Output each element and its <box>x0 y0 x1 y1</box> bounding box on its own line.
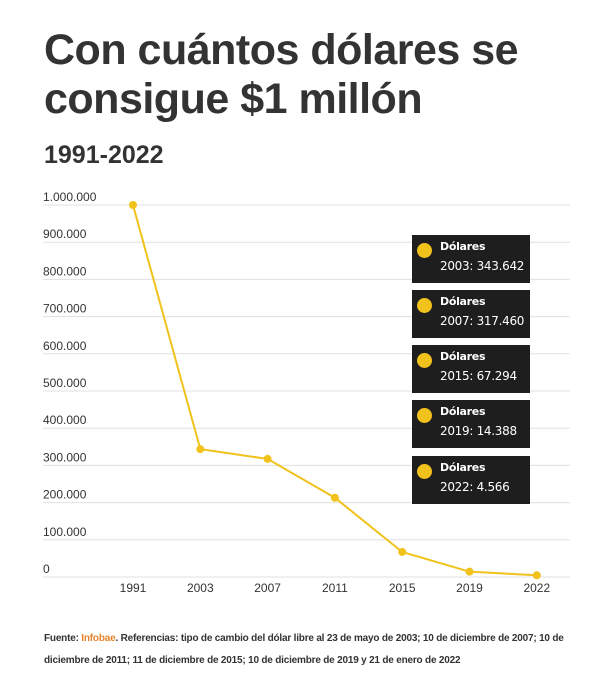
data-points <box>129 201 541 580</box>
tooltip-value: 2022: 4.566 <box>440 480 510 494</box>
tooltip-value: 2003: 343.642 <box>440 259 525 273</box>
tooltip-2019: Dólares 2019: 14.388 <box>412 400 530 448</box>
tooltip-2022: Dólares 2022: 4.566 <box>412 456 530 504</box>
y-tick-label: 1.000.000 <box>43 190 97 204</box>
y-tick-label: 600.000 <box>43 339 87 353</box>
data-point-1991[interactable] <box>129 201 137 209</box>
footnote-prefix: Fuente: <box>44 633 82 644</box>
x-tick-label: 2019 <box>456 581 483 595</box>
tooltip-label: Dólares <box>440 405 486 418</box>
y-tick-label: 100.000 <box>43 525 87 539</box>
footnote-text: . Referencias: tipo de cambio del dólar … <box>44 633 564 666</box>
tooltip-value: 2015: 67.294 <box>440 369 517 383</box>
legend-dot-icon <box>417 353 432 368</box>
x-tick-label: 2022 <box>523 581 550 595</box>
source-link[interactable]: Infobae <box>81 633 116 644</box>
y-tick-label: 500.000 <box>43 376 87 390</box>
y-tick-label: 800.000 <box>43 264 87 278</box>
tooltip-2015: Dólares 2015: 67.294 <box>412 345 530 393</box>
legend-dot-icon <box>417 243 432 258</box>
x-tick-label: 2003 <box>187 581 214 595</box>
tooltip-value: 2019: 14.388 <box>440 424 517 438</box>
x-axis-ticks: 1991 2003 2007 2011 2015 2019 2022 <box>120 581 551 595</box>
tooltip-label: Dólares <box>440 295 486 308</box>
data-point-2015[interactable] <box>398 547 407 556</box>
legend-dot-icon <box>417 408 432 423</box>
x-tick-label: 1991 <box>120 581 147 595</box>
y-tick-label: 0 <box>43 562 50 576</box>
x-tick-label: 2015 <box>389 581 416 595</box>
data-point-2011[interactable] <box>330 493 339 502</box>
y-tick-label: 400.000 <box>43 413 87 427</box>
y-axis-ticks: 0 100.000 200.000 300.000 400.000 500.000 600.… <box>43 190 97 576</box>
tooltip-2007: Dólares 2007: 317.460 <box>412 290 530 338</box>
chart-subtitle: 1991-2022 <box>44 141 164 169</box>
data-point-2003[interactable] <box>196 445 205 454</box>
tooltip-value: 2007: 317.460 <box>440 314 525 328</box>
data-point-2019[interactable] <box>465 567 474 576</box>
chart-title: Con cuántos dólares se consigue $1 milló… <box>44 26 519 123</box>
x-tick-label: 2011 <box>322 581 348 595</box>
data-point-2007[interactable] <box>263 454 272 463</box>
legend-dot-icon <box>417 464 432 479</box>
tooltip-label: Dólares <box>440 240 486 253</box>
y-tick-label: 200.000 <box>43 488 87 502</box>
y-tick-label: 300.000 <box>43 450 87 464</box>
tooltip-label: Dólares <box>440 350 486 363</box>
y-tick-label: 700.000 <box>43 302 87 316</box>
tooltip-2003: Dólares 2003: 343.642 <box>412 235 530 283</box>
legend-dot-icon <box>417 298 432 313</box>
x-tick-label: 2007 <box>254 581 281 595</box>
tooltip-label: Dólares <box>440 461 486 474</box>
data-point-2022[interactable] <box>532 571 541 580</box>
footnote: Fuente: Infobae. Referencias: tipo de ca… <box>44 628 574 672</box>
y-tick-label: 900.000 <box>43 227 87 241</box>
